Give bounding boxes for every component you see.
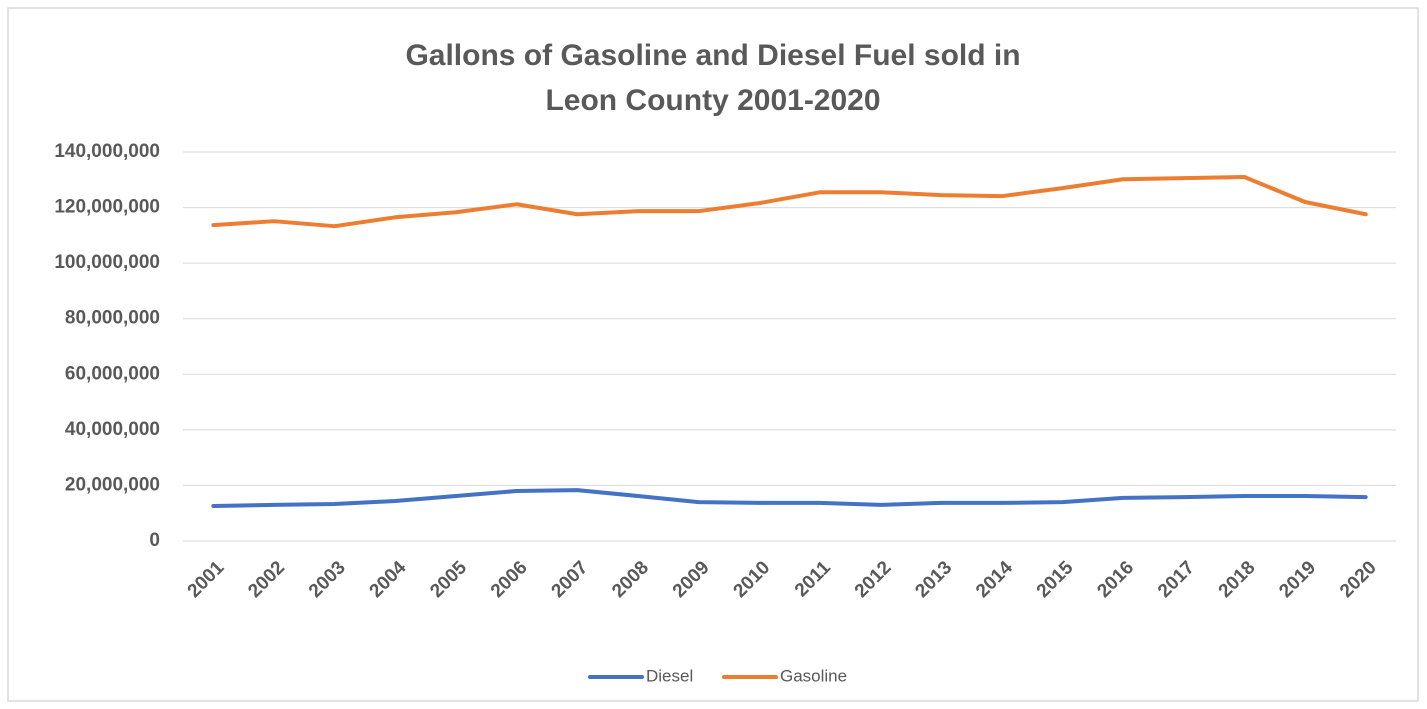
y-tick-label: 100,000,000	[54, 252, 160, 273]
data-line	[211, 175, 1368, 229]
y-tick-label: 120,000,000	[54, 197, 160, 218]
y-tick-label: 60,000,000	[65, 363, 160, 384]
legend-label: Gasoline	[780, 666, 847, 685]
y-tick-label: 140,000,000	[54, 141, 160, 162]
legend-label: Diesel	[646, 666, 693, 685]
y-tick-label: 40,000,000	[65, 419, 160, 440]
chart-title: Gallons of Gasoline and Diesel Fuel sold…	[405, 39, 1020, 72]
y-tick-label: 0	[149, 530, 160, 551]
chart-title: Leon County 2001-2020	[545, 84, 880, 117]
chart-border	[7, 7, 1419, 702]
y-tick-label: 80,000,000	[65, 308, 160, 329]
data-line	[211, 488, 1368, 508]
y-tick-label: 20,000,000	[65, 474, 160, 495]
